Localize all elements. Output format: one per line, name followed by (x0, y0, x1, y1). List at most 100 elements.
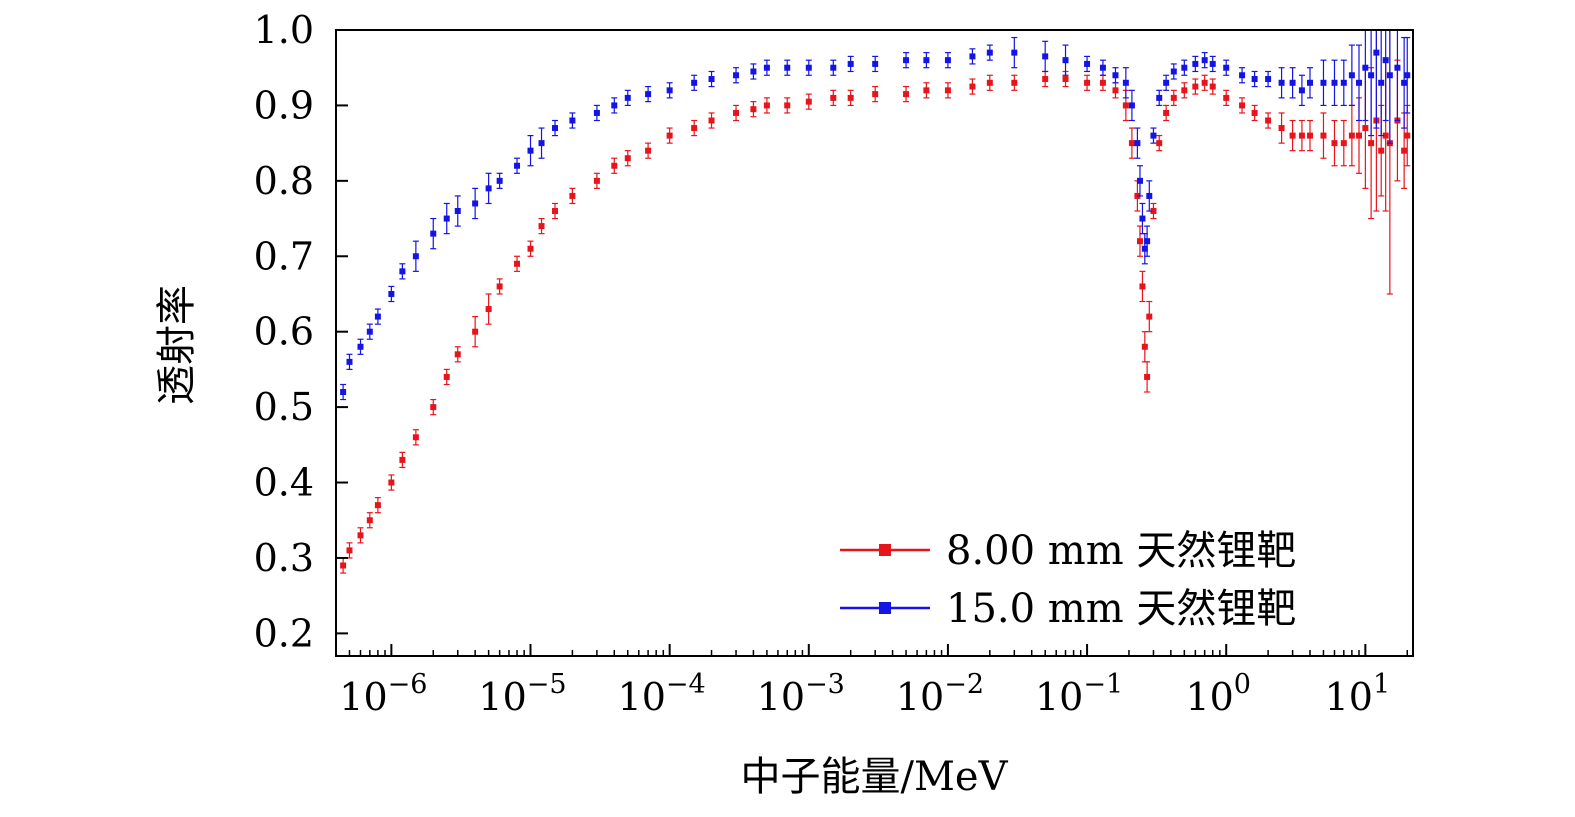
data-point (1340, 79, 1347, 86)
data-point (763, 102, 770, 109)
data-point (1144, 373, 1151, 380)
y-tick-label: 0.5 (254, 385, 314, 429)
data-point (645, 147, 652, 154)
data-point (485, 306, 492, 313)
data-point (1150, 132, 1157, 139)
data-point (1084, 79, 1091, 86)
data-point (1042, 53, 1049, 60)
data-point (1181, 64, 1188, 71)
data-point (1144, 238, 1151, 245)
data-point (1146, 313, 1153, 320)
data-point (691, 79, 698, 86)
data-point (1404, 132, 1411, 139)
data-point (1401, 147, 1408, 154)
data-point (1112, 72, 1119, 79)
x-tick-label: 10−1 (1035, 669, 1123, 719)
x-tick-label: 10−2 (896, 669, 984, 719)
data-point (763, 64, 770, 71)
data-point (1320, 79, 1327, 86)
data-point (430, 404, 437, 411)
data-point (1289, 132, 1296, 139)
data-point (538, 223, 545, 230)
data-point (1239, 72, 1246, 79)
data-point (986, 79, 993, 86)
data-point (1348, 132, 1355, 139)
data-point (1401, 79, 1408, 86)
data-point (1331, 79, 1338, 86)
data-point (496, 177, 503, 184)
data-point (624, 155, 631, 162)
data-point (1265, 76, 1272, 83)
data-point (340, 389, 347, 396)
data-point (733, 72, 740, 79)
legend-marker (879, 602, 891, 614)
legend-label: 8.00 mm 天然锂靶 (946, 528, 1296, 574)
data-point (872, 60, 879, 67)
data-point (1099, 64, 1106, 71)
data-point (750, 106, 757, 113)
data-point (1209, 83, 1216, 90)
x-tick-label: 101 (1325, 669, 1391, 719)
data-point (552, 208, 559, 215)
data-point (1239, 102, 1246, 109)
data-point (1192, 83, 1199, 90)
data-point (538, 140, 545, 147)
data-point (1139, 283, 1146, 290)
data-point (784, 64, 791, 71)
data-point (611, 102, 618, 109)
data-point (750, 68, 757, 75)
x-tick-label: 10−5 (478, 669, 566, 719)
y-tick-label: 0.3 (254, 536, 314, 580)
data-point (1011, 79, 1018, 86)
data-point (903, 91, 910, 98)
data-point (527, 245, 534, 252)
data-point (569, 192, 576, 199)
data-point (830, 64, 837, 71)
plot-layer (340, 29, 1411, 574)
data-point (514, 260, 521, 267)
data-point (1156, 94, 1163, 101)
y-tick-label: 1.0 (254, 8, 314, 52)
data-point (805, 64, 812, 71)
y-tick-label: 0.2 (254, 611, 314, 655)
x-tick-label: 10−6 (339, 669, 427, 719)
x-tick-label: 100 (1185, 669, 1251, 719)
data-point (1378, 147, 1385, 154)
data-point (1331, 140, 1338, 147)
data-point (454, 208, 461, 215)
data-point (1298, 132, 1305, 139)
data-point (1141, 343, 1148, 350)
data-point (1209, 60, 1216, 67)
data-point (1320, 132, 1327, 139)
data-point (784, 102, 791, 109)
y-axis-title: 透射率 (154, 285, 200, 405)
data-point (366, 328, 373, 335)
x-tick-label: 10−4 (618, 669, 706, 719)
data-point (1278, 79, 1285, 86)
data-point (645, 91, 652, 98)
data-point (624, 94, 631, 101)
data-point (1368, 140, 1375, 147)
data-point (1150, 208, 1157, 215)
x-axis-title: 中子能量/MeV (741, 754, 1009, 800)
data-point (514, 162, 521, 169)
data-point (374, 502, 381, 509)
data-point (527, 147, 534, 154)
data-point (472, 328, 479, 335)
data-point (1265, 117, 1272, 124)
data-point (1298, 87, 1305, 94)
data-point (1112, 87, 1119, 94)
data-point (1404, 72, 1411, 79)
data-point (805, 98, 812, 105)
data-point (399, 268, 406, 275)
data-point (872, 91, 879, 98)
data-point (1373, 49, 1380, 56)
data-point (1146, 192, 1153, 199)
data-point (1362, 125, 1369, 132)
data-point (708, 76, 715, 83)
data-point (1128, 140, 1135, 147)
data-point (1011, 49, 1018, 56)
data-point (388, 290, 395, 297)
data-point (1362, 64, 1369, 71)
data-point (1062, 76, 1069, 83)
